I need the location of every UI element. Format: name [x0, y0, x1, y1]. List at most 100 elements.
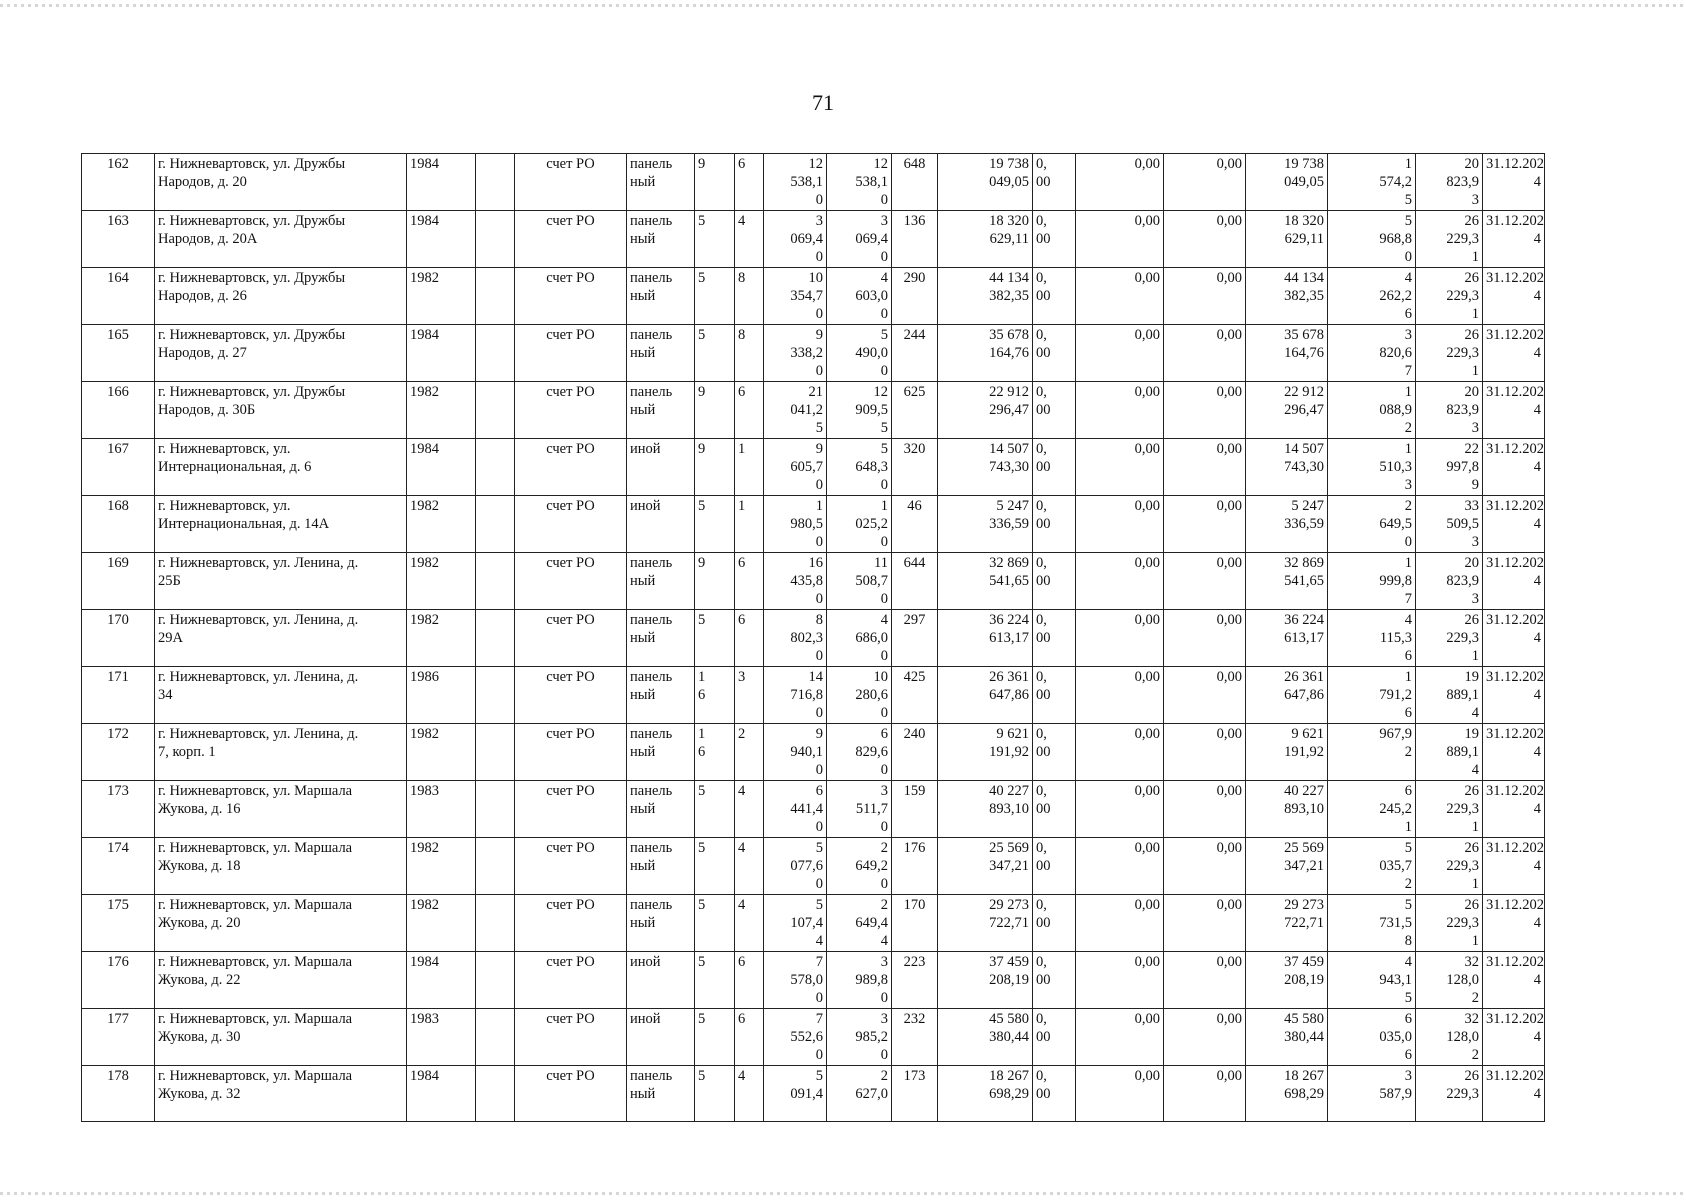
cell-cost-d: 5 247 336,59 [1245, 495, 1328, 553]
cell-cost-per-m2: 3 587,9 [1327, 1065, 1416, 1122]
cell-cost-per-m2: 1 510,3 3 [1327, 438, 1416, 496]
cell-max-cost-per-m2: 22 997,8 9 [1415, 438, 1483, 496]
cell-entrances: 6 [734, 153, 764, 211]
table-row: 170 г. Нижневартовск, ул. Ленина, д. 29А 1… [81, 609, 1639, 667]
cell-total-cost: 18 267 698,29 [937, 1065, 1033, 1122]
cell-residents: 173 [891, 1065, 938, 1122]
cell-account-type: счет РО [514, 666, 627, 724]
cell-cost-a: 0, 00 [1032, 153, 1076, 211]
cell-max-cost-per-m2: 26 229,3 [1415, 1065, 1483, 1122]
cell-wall-material: панель ный [626, 894, 695, 952]
cell-cost-per-m2: 6 245,2 1 [1327, 780, 1416, 838]
cell-residents: 176 [891, 837, 938, 895]
cell-blank [475, 837, 515, 895]
cell-blank [475, 609, 515, 667]
cell-total-cost: 26 361 647,86 [937, 666, 1033, 724]
cell-cost-a: 0, 00 [1032, 267, 1076, 325]
table-row: 167 г. Нижневартовск, ул. Интернациональн… [81, 438, 1639, 496]
cell-row-number: 172 [81, 723, 155, 781]
cell-year: 1982 [406, 552, 476, 610]
cell-row-number: 170 [81, 609, 155, 667]
cell-entrances: 6 [734, 381, 764, 439]
cell-cost-a: 0, 00 [1032, 723, 1076, 781]
cell-row-number: 177 [81, 1008, 155, 1066]
cell-address: г. Нижневартовск, ул. Маршала Жукова, д.… [154, 951, 407, 1009]
cell-cost-d: 29 273 722,71 [1245, 894, 1328, 952]
cell-total-area: 16 435,8 0 [763, 552, 827, 610]
cell-account-type: счет РО [514, 780, 627, 838]
cell-entrances: 8 [734, 324, 764, 382]
cell-year: 1984 [406, 210, 476, 268]
cell-blank [475, 324, 515, 382]
cell-max-cost-per-m2: 32 128,0 2 [1415, 1008, 1483, 1066]
cell-cost-c: 0,00 [1163, 153, 1246, 211]
cell-cost-c: 0,00 [1163, 609, 1246, 667]
cell-residents: 290 [891, 267, 938, 325]
cell-deadline: 31.12.202 4 [1482, 1008, 1545, 1066]
cell-wall-material: панель ный [626, 210, 695, 268]
cell-cost-c: 0,00 [1163, 381, 1246, 439]
cell-year: 1983 [406, 780, 476, 838]
cell-wall-material: панель ный [626, 780, 695, 838]
cell-floors: 5 [694, 267, 735, 325]
cell-floors: 5 [694, 495, 735, 553]
cell-address: г. Нижневартовск, ул. Маршала Жукова, д.… [154, 837, 407, 895]
cell-total-area: 10 354,7 0 [763, 267, 827, 325]
cell-address: г. Нижневартовск, ул. Маршала Жукова, д.… [154, 1008, 407, 1066]
cell-floors: 5 [694, 1008, 735, 1066]
cell-total-cost: 44 134 382,35 [937, 267, 1033, 325]
cell-living-area: 12 538,1 0 [826, 153, 892, 211]
table-body: 162 г. Нижневартовск, ул. Дружбы Народов,… [81, 153, 1639, 1122]
housing-table: 162 г. Нижневартовск, ул. Дружбы Народов,… [81, 153, 1639, 1122]
cell-wall-material: панель ный [626, 837, 695, 895]
cell-max-cost-per-m2: 26 229,3 1 [1415, 894, 1483, 952]
cell-floors: 9 [694, 381, 735, 439]
cell-cost-d: 45 580 380,44 [1245, 1008, 1328, 1066]
cell-entrances: 6 [734, 951, 764, 1009]
cell-account-type: счет РО [514, 495, 627, 553]
cell-blank [475, 951, 515, 1009]
cell-living-area: 3 985,2 0 [826, 1008, 892, 1066]
cell-year: 1983 [406, 1008, 476, 1066]
cell-cost-d: 18 320 629,11 [1245, 210, 1328, 268]
cell-floors: 1 6 [694, 723, 735, 781]
cell-total-cost: 36 224 613,17 [937, 609, 1033, 667]
cell-total-area: 5 077,6 0 [763, 837, 827, 895]
cell-cost-per-m2: 4 943,1 5 [1327, 951, 1416, 1009]
cell-entrances: 1 [734, 438, 764, 496]
cell-cost-b: 0,00 [1075, 1008, 1164, 1066]
cell-blank [475, 438, 515, 496]
cell-year: 1982 [406, 609, 476, 667]
cell-residents: 232 [891, 1008, 938, 1066]
cell-max-cost-per-m2: 26 229,3 1 [1415, 837, 1483, 895]
cell-cost-c: 0,00 [1163, 267, 1246, 325]
cell-cost-d: 26 361 647,86 [1245, 666, 1328, 724]
cell-living-area: 3 511,7 0 [826, 780, 892, 838]
cell-cost-d: 44 134 382,35 [1245, 267, 1328, 325]
cell-cost-a: 0, 00 [1032, 324, 1076, 382]
cell-entrances: 6 [734, 609, 764, 667]
cell-cost-b: 0,00 [1075, 780, 1164, 838]
cell-total-area: 3 069,4 0 [763, 210, 827, 268]
table-row: 178 г. Нижневартовск, ул. Маршала Жукова,… [81, 1065, 1639, 1122]
cell-cost-b: 0,00 [1075, 381, 1164, 439]
cell-cost-d: 25 569 347,21 [1245, 837, 1328, 895]
cell-floors: 5 [694, 837, 735, 895]
cell-cost-d: 36 224 613,17 [1245, 609, 1328, 667]
cell-max-cost-per-m2: 33 509,5 3 [1415, 495, 1483, 553]
cell-blank [475, 552, 515, 610]
cell-total-cost: 32 869 541,65 [937, 552, 1033, 610]
cell-account-type: счет РО [514, 951, 627, 1009]
cell-account-type: счет РО [514, 324, 627, 382]
table-row: 163 г. Нижневартовск, ул. Дружбы Народов,… [81, 210, 1639, 268]
cell-entrances: 2 [734, 723, 764, 781]
table-row: 162 г. Нижневартовск, ул. Дружбы Народов,… [81, 153, 1639, 211]
cell-wall-material: иной [626, 438, 695, 496]
cell-total-area: 14 716,8 0 [763, 666, 827, 724]
cell-wall-material: панель ный [626, 153, 695, 211]
cell-cost-per-m2: 1 574,2 5 [1327, 153, 1416, 211]
cell-cost-a: 0, 00 [1032, 438, 1076, 496]
cell-total-area: 8 802,3 0 [763, 609, 827, 667]
cell-blank [475, 1065, 515, 1122]
cell-deadline: 31.12.202 4 [1482, 495, 1545, 553]
